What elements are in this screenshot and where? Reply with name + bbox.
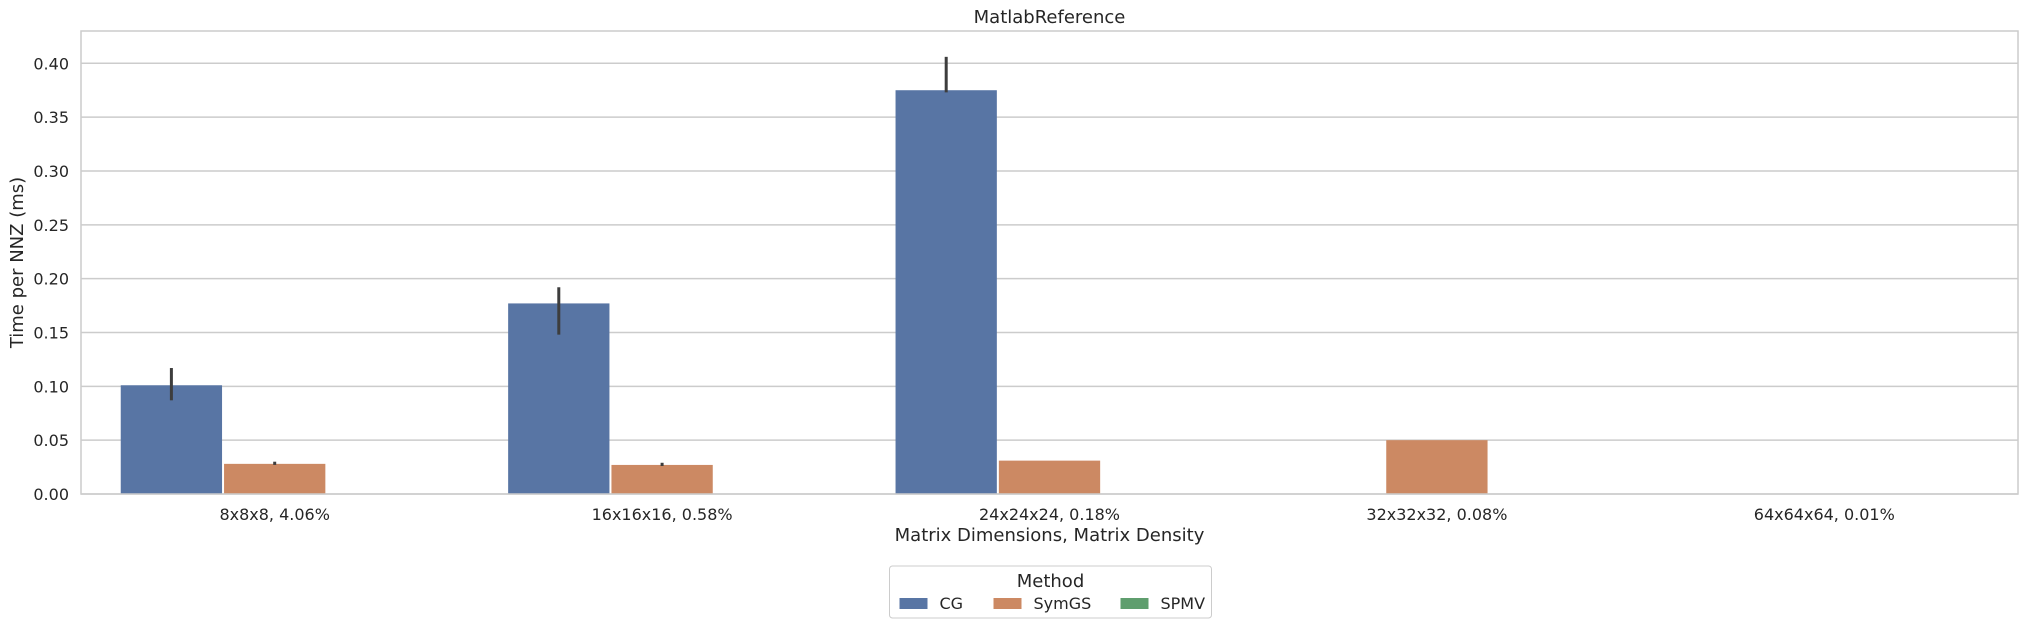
x-tick-label: 64x64x64, 0.01% <box>1754 505 1895 524</box>
x-ticks-layer: 8x8x8, 4.06% 16x16x16, 0.58% 24x24x24, 0.1… <box>219 505 1894 524</box>
x-axis-label: Matrix Dimensions, Matrix Density <box>895 525 1205 546</box>
x-tick-label: 24x24x24, 0.18% <box>979 505 1120 524</box>
y-axis-label: Time per NNZ (ms) <box>7 177 28 349</box>
legend-label-symgs: SymGS <box>1034 594 1092 613</box>
y-ticks-layer: 0.00 0.05 0.10 0.15 0.20 0.25 0.30 0.35 0.40 <box>33 54 69 504</box>
bar-symgs-2 <box>998 460 1101 494</box>
y-tick-label: 0.20 <box>33 270 69 289</box>
legend-swatch-spmv <box>1120 598 1149 609</box>
legend-label-cg: CG <box>940 594 964 613</box>
bar-symgs-0 <box>224 463 326 494</box>
y-tick-label: 0.00 <box>33 485 69 504</box>
y-tick-label: 0.05 <box>33 431 69 450</box>
legend-label-spmv: SPMV <box>1161 594 1206 613</box>
legend-swatch-symgs <box>993 598 1022 609</box>
y-tick-label: 0.30 <box>33 162 69 181</box>
bar-cg-1 <box>508 303 610 494</box>
error-bars-layer <box>169 56 948 467</box>
x-tick-label: 32x32x32, 0.08% <box>1366 505 1507 524</box>
bars-layer <box>120 90 1488 494</box>
bar-symgs-1 <box>611 464 713 494</box>
bar-cg-0 <box>120 385 223 494</box>
plot-frame <box>80 30 2019 495</box>
legend-items: CG SymGS SPMV <box>899 594 1206 613</box>
y-tick-label: 0.10 <box>33 377 69 396</box>
x-tick-label: 16x16x16, 0.58% <box>592 505 733 524</box>
bar-cg-2 <box>895 90 997 494</box>
chart-title: MatlabReference <box>974 7 1126 28</box>
bar-symgs-3 <box>1386 440 1488 494</box>
legend-title: Method <box>1017 571 1085 592</box>
x-tick-label: 8x8x8, 4.06% <box>219 505 329 524</box>
y-tick-label: 0.40 <box>33 54 69 73</box>
legend-swatch-cg <box>899 598 928 609</box>
y-tick-label: 0.15 <box>33 323 69 342</box>
y-tick-label: 0.25 <box>33 216 69 235</box>
grid-layer <box>81 62 2018 495</box>
legend: Method CG SymGS SPMV <box>889 565 1212 619</box>
y-tick-label: 0.35 <box>33 108 69 127</box>
